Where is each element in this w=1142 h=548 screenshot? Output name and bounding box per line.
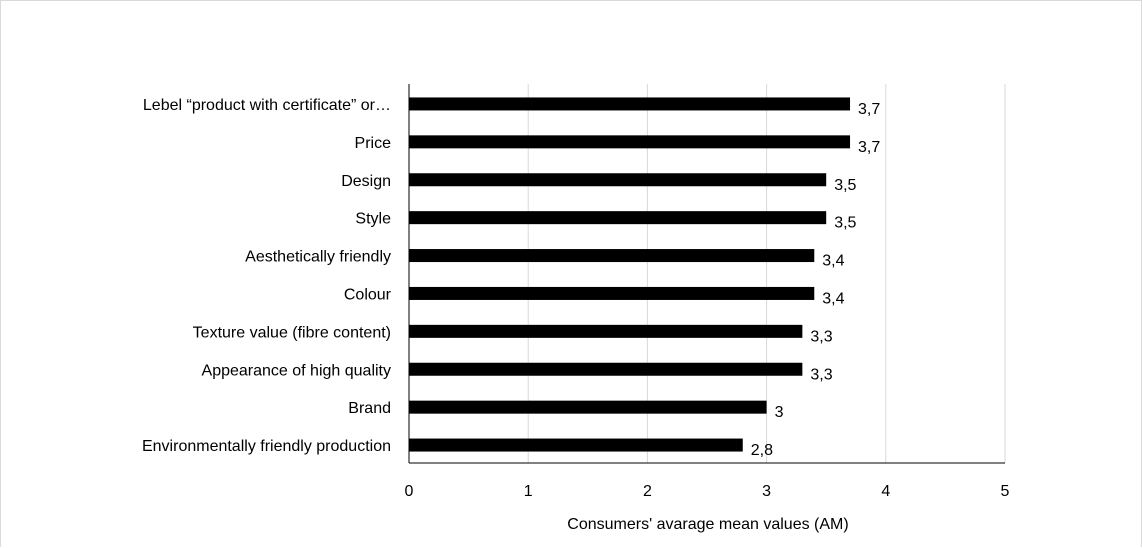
category-label: Environmentally friendly production bbox=[142, 438, 391, 455]
data-label: 3 bbox=[775, 404, 784, 421]
bar bbox=[409, 324, 803, 338]
bar bbox=[409, 135, 851, 149]
x-tick-label: 3 bbox=[762, 483, 771, 500]
bars bbox=[409, 97, 851, 452]
bar bbox=[409, 173, 827, 187]
bar bbox=[409, 438, 743, 452]
x-tick-label: 5 bbox=[1001, 483, 1010, 500]
data-label: 3,7 bbox=[858, 101, 880, 118]
bar bbox=[409, 362, 803, 376]
category-label: Lebel “product with certificate” or… bbox=[143, 97, 391, 114]
category-label: Brand bbox=[348, 400, 391, 417]
bar bbox=[409, 97, 851, 111]
data-label: 2,8 bbox=[751, 442, 773, 459]
data-label: 3,3 bbox=[810, 366, 832, 383]
data-label: 3,5 bbox=[834, 177, 856, 194]
category-label: Price bbox=[355, 135, 392, 152]
category-label: Style bbox=[355, 211, 391, 228]
bar bbox=[409, 211, 827, 225]
category-label: Texture value (fibre content) bbox=[193, 324, 391, 341]
bar bbox=[409, 400, 767, 414]
data-label: 3,4 bbox=[822, 290, 844, 307]
category-label: Aesthetically friendly bbox=[245, 249, 391, 266]
x-tick-label: 4 bbox=[881, 483, 890, 500]
x-tick-label: 2 bbox=[643, 483, 652, 500]
category-label: Appearance of high quality bbox=[202, 362, 391, 379]
data-label: 3,4 bbox=[822, 253, 844, 270]
x-tick-label: 0 bbox=[405, 483, 414, 500]
data-label: 3,5 bbox=[834, 215, 856, 232]
category-label: Colour bbox=[344, 286, 392, 303]
category-label: Design bbox=[341, 173, 391, 190]
data-label: 3,7 bbox=[858, 139, 880, 156]
axes bbox=[408, 84, 1005, 464]
x-axis-title: Consumers' avarage mean values (AM) bbox=[567, 516, 848, 533]
labels: 0 1 2 3 4 5 Lebel “product with certificate” o… bbox=[142, 97, 1010, 500]
x-tick-label: 1 bbox=[524, 483, 533, 500]
bar bbox=[409, 286, 815, 300]
data-label: 3,3 bbox=[810, 328, 832, 345]
bar bbox=[409, 249, 815, 263]
